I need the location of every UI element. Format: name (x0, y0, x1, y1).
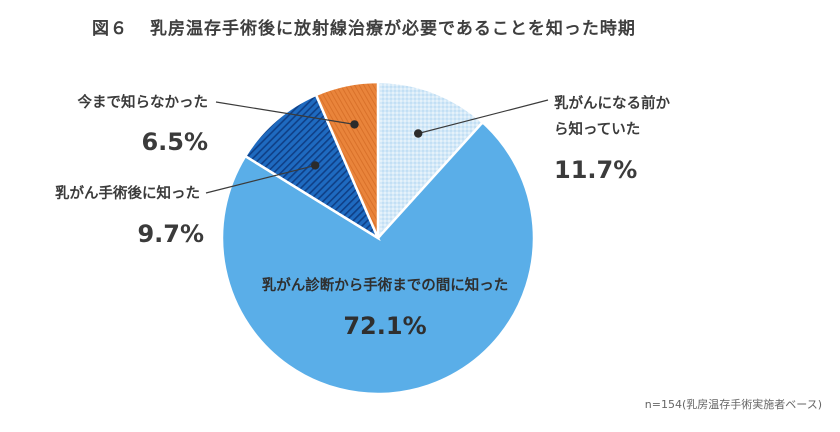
leader-after-surgery (205, 164, 316, 194)
value-not-known: 6.5% (141, 128, 208, 156)
value-after-surgery: 9.7% (137, 220, 204, 248)
label-before-diagnosis-line2: ら知っていた (554, 120, 640, 138)
value-before-diagnosis: 11.7% (554, 156, 637, 184)
figure-number: 図６ (92, 19, 128, 39)
label-diagnosis-to-surgery: 乳がん診断から手術までの間に知った (262, 276, 509, 294)
label-before-diagnosis-line1: 乳がんになる前か (554, 94, 670, 112)
figure-title-text: 乳房温存手術後に放射線治療が必要であることを知った時期 (150, 19, 636, 39)
sample-note: n=154(乳房温存手術実施者ベース) (644, 398, 822, 411)
leader-before-diagnosis (418, 99, 549, 135)
leader-before-diagnosis-dot (414, 129, 423, 138)
leader-not-known-dot (350, 120, 359, 129)
leader-after-surgery-dot (311, 161, 320, 170)
value-diagnosis-to-surgery: 72.1% (343, 312, 426, 340)
label-not-known: 今まで知らなかった (77, 93, 209, 111)
leader-not-known (215, 101, 355, 125)
chart-title: 図６ 乳房温存手術後に放射線治療が必要であることを知った時期 (92, 14, 636, 39)
label-after-surgery: 乳がん手術後に知った (55, 184, 200, 202)
